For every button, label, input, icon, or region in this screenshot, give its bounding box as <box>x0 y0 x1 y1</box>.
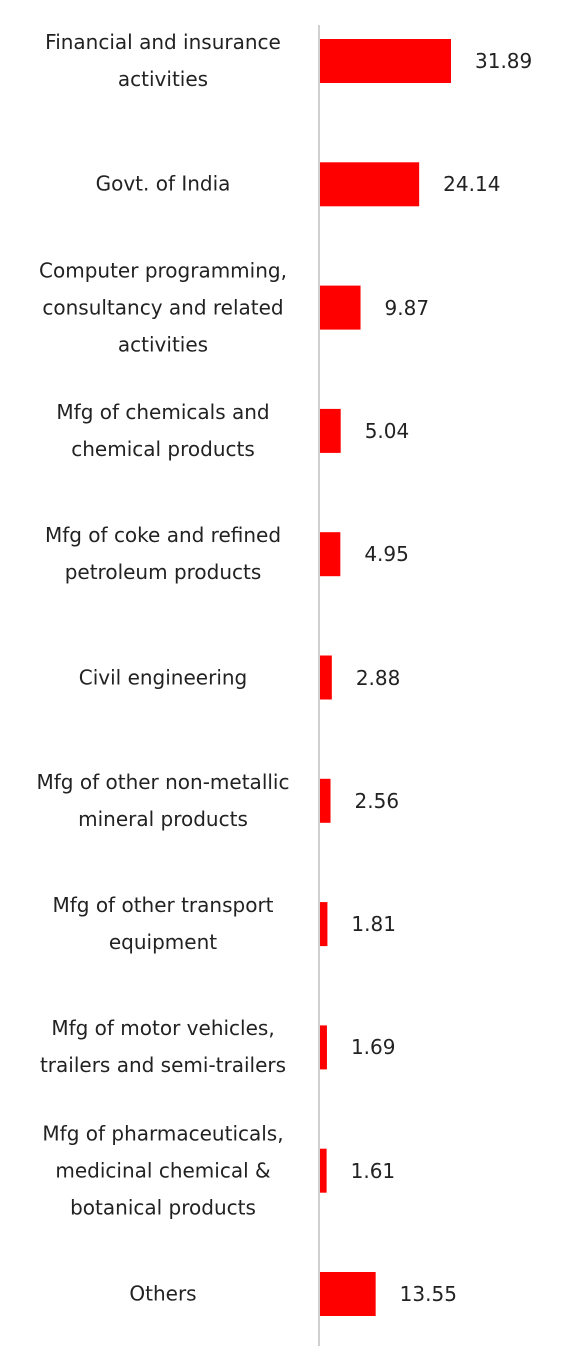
bar <box>320 655 332 700</box>
value-label: 2.56 <box>354 788 400 813</box>
value-label: 4.95 <box>364 542 409 567</box>
bar <box>320 285 361 330</box>
value-label: 1.61 <box>350 1158 396 1183</box>
value-label: 24.14 <box>443 172 501 197</box>
value-label: 13.55 <box>399 1282 457 1306</box>
bar <box>320 778 331 823</box>
bar <box>320 408 341 453</box>
category-label: Computer programming, consultancy and re… <box>39 258 287 357</box>
category-label: Mfg of coke and refined petroleum produc… <box>44 523 282 585</box>
category-label: Civil engineering <box>78 665 248 689</box>
bar <box>320 1272 376 1316</box>
bar <box>320 1025 327 1070</box>
value-label: 9.87 <box>384 295 430 320</box>
category-label: Mfg of other transport equipment <box>52 893 274 955</box>
category-label: Mfg of pharmaceuticals, medicinal chemic… <box>42 1121 284 1220</box>
category-label: Mfg of motor vehicles, trailers and semi… <box>39 1016 287 1078</box>
category-label: Mfg of other non-metallic mineral produc… <box>36 769 290 831</box>
value-label: 1.69 <box>350 1035 396 1060</box>
value-label: 31.89 <box>475 49 533 73</box>
bar <box>320 532 341 577</box>
category-label: Others <box>129 1281 197 1306</box>
value-label: 5.04 <box>364 418 410 443</box>
bar <box>320 902 328 947</box>
category-label: Govt. of India <box>95 171 231 196</box>
category-label: Financial and insurance activities <box>45 30 281 91</box>
bar <box>320 1148 327 1193</box>
category-label: Mfg of chemicals and chemical products <box>56 399 270 461</box>
value-label: 1.81 <box>351 912 396 937</box>
bar <box>320 162 420 207</box>
value-label: 2.88 <box>355 665 401 690</box>
bar <box>320 39 451 83</box>
